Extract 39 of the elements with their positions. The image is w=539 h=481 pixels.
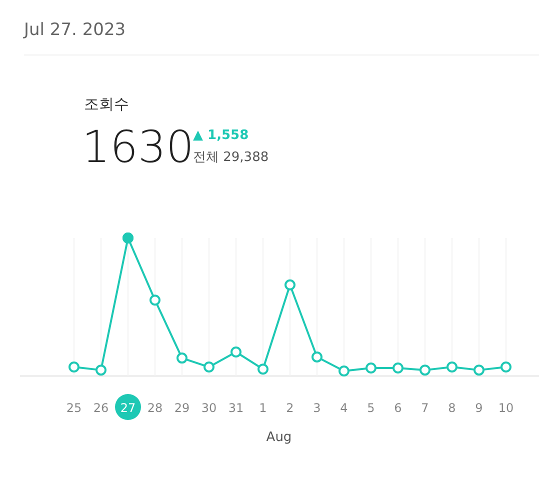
point bbox=[204, 362, 214, 373]
x-tick-label: 3 bbox=[313, 401, 321, 415]
point bbox=[392, 362, 404, 374]
chart-title: Jul 27. 2023 bbox=[23, 20, 126, 40]
text: 전체 29,388 bbox=[193, 150, 269, 165]
text: Aug bbox=[266, 430, 292, 445]
x-tick-label: 6 bbox=[394, 401, 402, 415]
x-tick-label: 26 bbox=[93, 401, 109, 415]
x-tick-label: 30 bbox=[201, 401, 217, 415]
x-tick-label: 5 bbox=[367, 401, 375, 415]
x-tick-label: 31 bbox=[228, 401, 244, 415]
chart-subtitle: 조회수 bbox=[84, 95, 129, 113]
point bbox=[500, 362, 512, 373]
x-tick-label: 10 bbox=[498, 401, 514, 415]
x-tick-label: 25 bbox=[66, 401, 82, 415]
x-tick-label: 8 bbox=[448, 401, 456, 415]
point bbox=[312, 351, 322, 362]
point bbox=[176, 352, 188, 364]
annotation: 1630 bbox=[82, 122, 194, 173]
x-tick-label: 1 bbox=[259, 401, 267, 415]
x-tick-label: 29 bbox=[174, 401, 190, 415]
point bbox=[420, 364, 430, 376]
x-tick-label: 2 bbox=[286, 401, 294, 415]
x-tick-label: 7 bbox=[421, 401, 429, 415]
x-tick-label: 4 bbox=[340, 401, 348, 415]
point bbox=[338, 366, 350, 377]
point bbox=[474, 364, 484, 376]
x-tick-label: 9 bbox=[475, 401, 483, 415]
point bbox=[258, 364, 268, 375]
point bbox=[68, 362, 80, 373]
point bbox=[284, 279, 296, 290]
text: ▲ 1,558 bbox=[193, 128, 249, 143]
point bbox=[366, 362, 376, 374]
x-tick-label: 27 bbox=[120, 401, 136, 415]
point bbox=[150, 294, 160, 306]
point bbox=[96, 364, 106, 376]
point bbox=[230, 346, 242, 358]
point bbox=[446, 362, 458, 373]
x-tick-label: 28 bbox=[147, 401, 163, 415]
